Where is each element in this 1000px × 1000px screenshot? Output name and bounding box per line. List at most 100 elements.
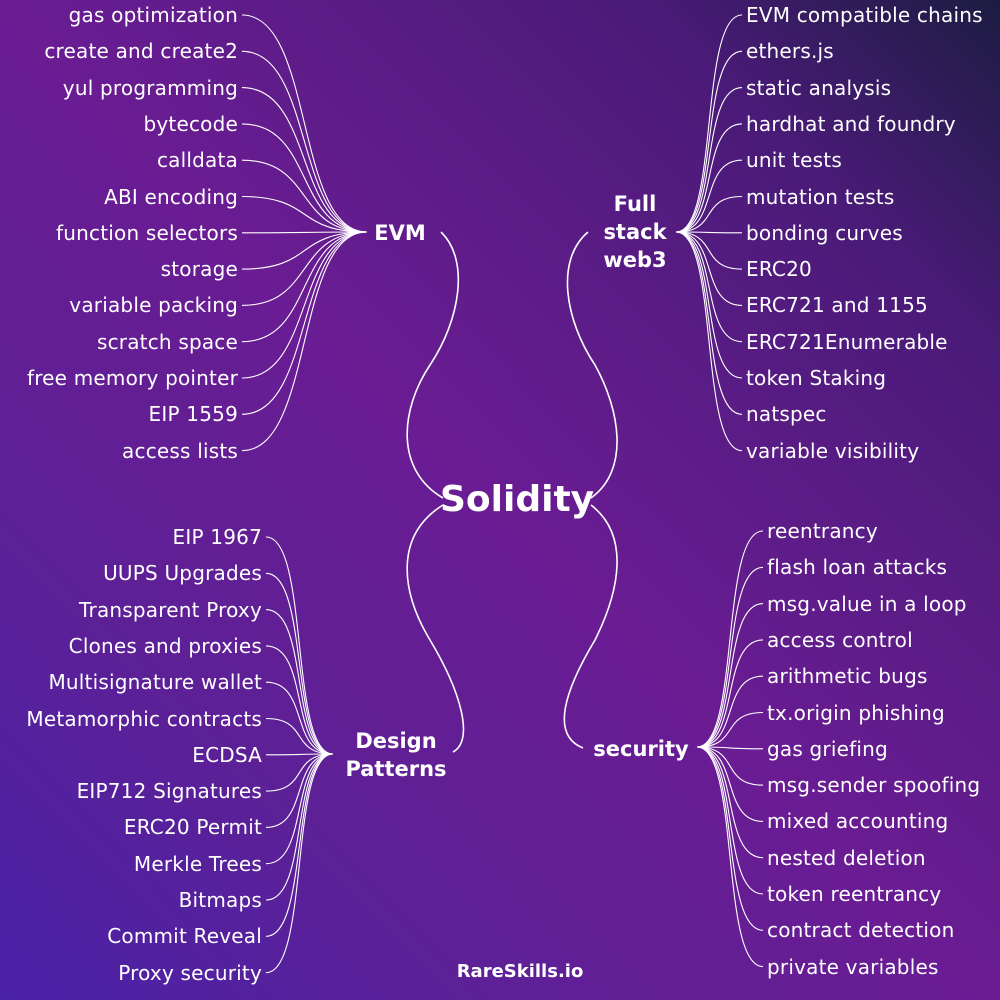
evm-item: calldata xyxy=(156,148,238,173)
design-leaf-connector xyxy=(265,753,334,865)
design-item: Merkle Trees xyxy=(133,851,262,876)
design-item: Metamorphic contracts xyxy=(26,706,262,731)
branch-design-patterns-line-2: Patterns xyxy=(345,757,447,781)
security-leaf-connector xyxy=(696,639,764,748)
design-leaf-connector xyxy=(265,609,334,755)
branch-full-stack-line-1: Full xyxy=(613,192,657,216)
design-item: UUPS Upgrades xyxy=(103,561,262,586)
main-connector-fullstack xyxy=(566,231,618,499)
fullstack-item: natspec xyxy=(746,402,827,427)
security-item: gas griefing xyxy=(767,736,888,761)
design-item: Multisignature wallet xyxy=(48,670,262,695)
fullstack-item: token Staking xyxy=(746,366,887,390)
design-leaf-connector xyxy=(265,753,334,756)
evm-leaf-connector xyxy=(241,87,368,233)
branch-full-stack-web3: Full stack web3 xyxy=(595,190,675,274)
design-leaf-connector xyxy=(265,645,334,755)
design-leaf-connector xyxy=(265,753,334,937)
design-item: Clones and proxies xyxy=(68,633,262,658)
security-leaf-connector xyxy=(696,746,764,968)
evm-item: scratch space xyxy=(96,329,238,354)
design-leaf-connector xyxy=(265,753,334,792)
central-topic-solidity: Solidity xyxy=(440,479,595,520)
evm-item: yul programming xyxy=(62,75,238,100)
security-leaf-connector xyxy=(696,746,764,859)
main-connector-design xyxy=(406,504,465,753)
security-item: msg.sender spoofing xyxy=(767,773,981,798)
security-leaf-connector xyxy=(696,746,764,750)
design-leaf-connector xyxy=(265,753,334,974)
security-leaf-connector xyxy=(696,746,764,931)
design-item: Proxy security xyxy=(118,960,262,985)
branch-evm: EVM xyxy=(374,221,426,245)
branch-full-stack-line-3: web3 xyxy=(603,248,667,272)
fullstack-leaf-connector xyxy=(675,123,743,233)
fullstack-item: static analysis xyxy=(746,75,892,100)
fullstack-leaf-connector xyxy=(675,14,743,233)
security-leaf-connector xyxy=(696,746,764,895)
evm-leaf-connector xyxy=(241,50,368,233)
design-leaf-connector xyxy=(265,717,334,755)
design-item: EIP712 Signatures xyxy=(76,779,262,804)
evm-leaf-connector xyxy=(241,14,368,233)
security-item: tx.origin phishing xyxy=(767,700,945,725)
fullstack-leaf-connector xyxy=(675,231,743,270)
security-item: access control xyxy=(767,627,913,652)
evm-item: EIP 1559 xyxy=(148,402,238,427)
evm-item: storage xyxy=(160,257,238,282)
evm-leaf-connector xyxy=(241,231,368,452)
security-leaf-connector xyxy=(696,566,764,748)
fullstack-leaf-connector xyxy=(675,231,743,234)
security-item: flash loan attacks xyxy=(767,555,948,580)
security-item: token reentrancy xyxy=(767,882,942,906)
fullstack-item: unit tests xyxy=(746,148,842,173)
security-leaf-connector xyxy=(696,711,764,748)
fullstack-item: bonding curves xyxy=(746,220,903,245)
evm-leaf-connector xyxy=(241,231,368,343)
design-item: Transparent Proxy xyxy=(79,597,262,622)
design-leaf-connector xyxy=(265,572,334,755)
design-leaf-connector xyxy=(265,681,334,755)
fullstack-leaf-connector xyxy=(675,231,743,452)
branch-design-patterns-line-1: Design xyxy=(355,729,437,753)
fullstack-item: variable visibility xyxy=(746,438,920,463)
branch-security: security xyxy=(593,737,689,761)
evm-leaf-connector xyxy=(241,195,368,233)
evm-item: bytecode xyxy=(143,111,238,136)
evm-item: create and create2 xyxy=(44,39,238,64)
main-connector-evm xyxy=(406,231,460,499)
evm-leaf-connector xyxy=(241,159,368,233)
security-item: msg.value in a loop xyxy=(767,591,967,616)
branch-design-patterns: Design Patterns xyxy=(340,727,452,783)
fullstack-leaf-connector xyxy=(675,159,743,233)
main-connector-security xyxy=(563,504,618,749)
evm-item: gas optimization xyxy=(68,3,238,27)
evm-leaf-connector xyxy=(241,231,368,415)
design-leaf-connector xyxy=(265,753,334,828)
security-item: arithmetic bugs xyxy=(767,664,928,689)
design-leaf-connector xyxy=(265,536,334,755)
fullstack-leaf-connector xyxy=(675,231,743,379)
security-leaf-connector xyxy=(696,675,764,748)
fullstack-leaf-connector xyxy=(675,195,743,233)
fullstack-item: ERC721 and 1155 xyxy=(746,293,928,318)
fullstack-item: ethers.js xyxy=(746,39,834,64)
brand-rareskills: RareSkills.io xyxy=(456,961,584,982)
evm-item: access lists xyxy=(122,438,238,463)
security-item: mixed accounting xyxy=(767,809,949,834)
fullstack-item: mutation tests xyxy=(746,184,895,209)
security-item: contract detection xyxy=(767,918,955,943)
evm-item: function selectors xyxy=(56,220,238,245)
security-item: reentrancy xyxy=(767,519,878,543)
fullstack-leaf-connector xyxy=(675,50,743,233)
security-leaf-connector xyxy=(696,746,764,822)
fullstack-item: EVM compatible chains xyxy=(746,3,983,27)
evm-leaf-connector xyxy=(241,231,368,379)
design-item: EIP 1967 xyxy=(172,525,262,549)
fullstack-leaf-connector xyxy=(675,231,743,343)
fullstack-item: ERC20 xyxy=(746,257,812,282)
fullstack-leaf-connector xyxy=(675,231,743,415)
fullstack-item: ERC721Enumerable xyxy=(746,329,948,354)
